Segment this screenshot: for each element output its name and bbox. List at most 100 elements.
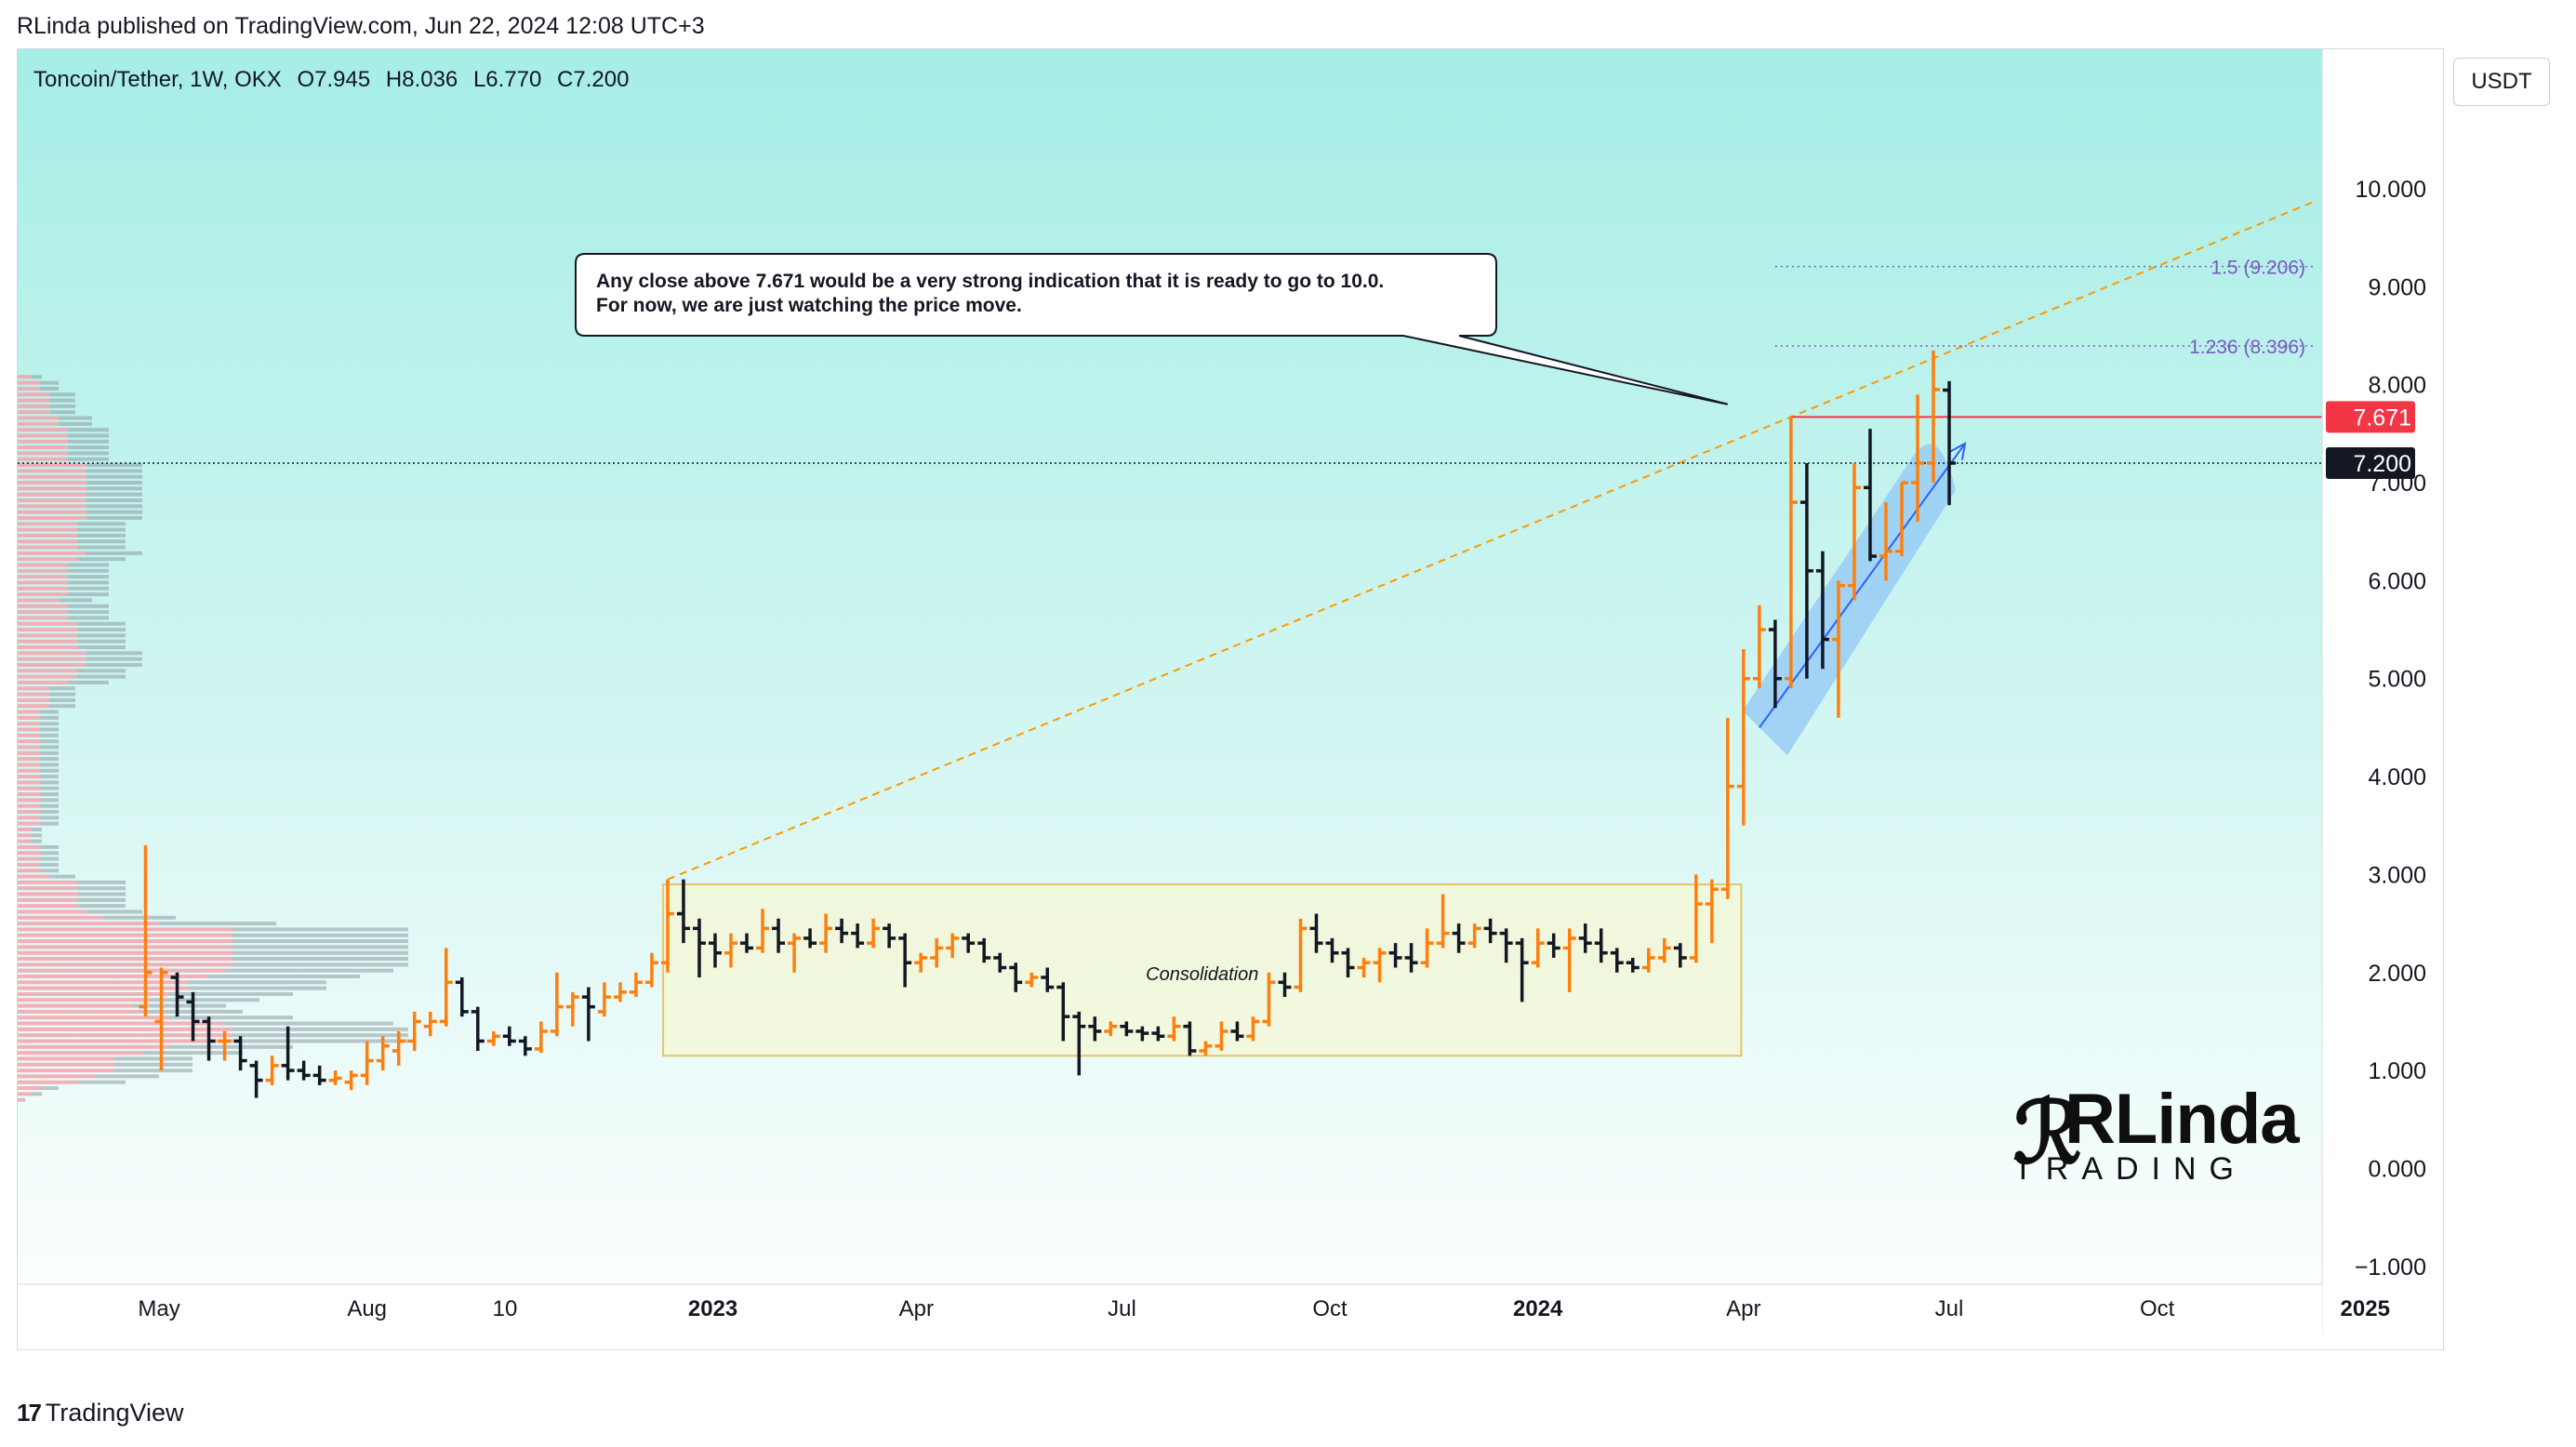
ohlc-bar xyxy=(898,933,912,988)
volume-profile-bar-down xyxy=(76,522,126,526)
volume-profile-bar-up xyxy=(18,551,86,555)
volume-profile-bar-down xyxy=(67,580,109,585)
price-tick-label: 2.000 xyxy=(2368,961,2426,987)
volume-profile-bar-down xyxy=(40,810,59,814)
volume-profile-bar-up xyxy=(18,628,77,632)
volume-profile-bar-up xyxy=(18,780,41,785)
ohlc-bar xyxy=(1831,580,1845,718)
volume-profile-bar-up xyxy=(18,1016,169,1020)
volume-profile-bar-up xyxy=(18,904,77,909)
volume-profile-bar-up xyxy=(18,862,41,867)
close-value: C7.200 xyxy=(557,67,630,92)
ohlc-bar xyxy=(1420,928,1434,968)
symbol-legend[interactable]: Toncoin/Tether, 1W, OKX O7.945 H8.036 L6… xyxy=(33,67,629,93)
ohlc-bar xyxy=(962,933,976,953)
volume-profile-bar-down xyxy=(224,1021,393,1026)
volume-profile-bar-down xyxy=(67,604,109,608)
time-axis[interactable]: May Aug 10 2023 Apr Jul Oct 2024 Apr Jul Oct 2025 xyxy=(18,1283,2390,1333)
open-value: O7.945 xyxy=(297,67,371,92)
volume-profile-bar-up xyxy=(18,386,41,391)
ohlc-bar xyxy=(1689,874,1703,963)
volume-profile-bar-down xyxy=(132,1003,226,1008)
volume-profile-bar-up xyxy=(18,657,86,661)
ohlc-bar xyxy=(439,948,453,1027)
volume-profile-bar-down xyxy=(49,692,75,697)
volume-profile-bar-up xyxy=(18,792,41,797)
volume-profile-bar-down xyxy=(86,504,142,509)
volume-profile-bar-up xyxy=(18,1009,142,1014)
volume-profile-bar-up xyxy=(18,803,41,808)
volume-profile-bar-down xyxy=(49,410,75,415)
volume-profile-bar-up xyxy=(18,833,32,838)
chart-pane[interactable]: Consolidation 1.5 (9.206) 1.236 (8.396) An… xyxy=(17,48,2444,1350)
volume-profile-bar-down xyxy=(113,1069,193,1073)
ohlc-bar xyxy=(1230,1021,1244,1042)
time-tick-label: 2023 xyxy=(688,1296,737,1321)
volume-profile-bar-down xyxy=(232,1027,408,1031)
volume-profile-bar-down xyxy=(40,856,59,861)
volume-profile-bar-up xyxy=(18,474,86,479)
volume-profile-bar-up xyxy=(18,839,32,843)
volume-profile-bar-down xyxy=(67,592,109,597)
volume-profile-bar-down xyxy=(76,527,126,532)
volume-profile-bar-down xyxy=(40,1086,59,1091)
volume-profile xyxy=(18,375,408,1102)
volume-profile-bar-down xyxy=(168,1016,293,1020)
volume-profile-bar-up xyxy=(18,892,77,896)
volume-profile-bar-down xyxy=(67,575,109,579)
ohlc-bar xyxy=(1736,649,1750,826)
volume-profile-bar-down xyxy=(95,1074,159,1079)
ohlc-bar xyxy=(660,879,674,973)
volume-profile-bar-down xyxy=(76,645,126,650)
ohlc-bar xyxy=(977,937,991,963)
volume-profile-bar-down xyxy=(40,750,59,755)
ohlc-bar xyxy=(550,972,564,1037)
volume-profile-bar-up xyxy=(18,592,68,597)
volume-profile-bar-up xyxy=(18,750,41,755)
volume-profile-bar-up xyxy=(18,1044,169,1049)
ohlc-bar xyxy=(1594,928,1608,963)
volume-profile-bar-down xyxy=(49,398,75,403)
brand-name: RLinda xyxy=(2065,1080,2300,1159)
volume-profile-bar-down xyxy=(76,669,126,673)
time-tick-label: Apr xyxy=(899,1296,934,1321)
volume-profile-bar-down xyxy=(40,763,59,767)
volume-profile-bar-up xyxy=(18,669,77,673)
volume-profile-bar-up xyxy=(18,869,41,873)
currency-button[interactable]: USDT xyxy=(2453,58,2550,106)
volume-profile-bar-down xyxy=(49,704,75,709)
ohlc-bar xyxy=(1531,928,1545,968)
ohlc-bar xyxy=(502,1026,516,1046)
volume-profile-bar-up xyxy=(18,880,77,884)
volume-profile-bar-up xyxy=(18,639,77,644)
tradingview-logo[interactable]: 17 TradingView xyxy=(17,1399,184,1427)
volume-profile-bar-up xyxy=(18,686,50,691)
volume-profile-bar-down xyxy=(76,621,126,626)
volume-profile-bar-up xyxy=(18,392,50,397)
ohlc-bar xyxy=(407,1011,421,1052)
ohlc-bar xyxy=(1641,948,1655,973)
volume-profile-bar-down xyxy=(31,833,42,838)
volume-profile-bar-down xyxy=(76,886,126,891)
ohlc-bar xyxy=(1768,619,1782,709)
ohlc-bar xyxy=(218,1030,232,1061)
volume-profile-bar-up xyxy=(18,598,59,603)
price-chart[interactable]: Consolidation 1.5 (9.206) 1.236 (8.396) An… xyxy=(18,49,2444,1350)
volume-profile-bar-down xyxy=(224,968,393,973)
volume-profile-bar-up xyxy=(18,492,86,497)
volume-profile-bar-down xyxy=(40,739,59,744)
volume-profile-bar-up xyxy=(18,821,41,826)
time-tick-label: Oct xyxy=(2140,1296,2175,1321)
price-axis[interactable]: 10.0009.0008.0007.0006.0005.0004.0003.00… xyxy=(2321,49,2443,1333)
uptrend-arrow-line xyxy=(1759,443,1966,728)
ohlc-bar xyxy=(708,933,722,968)
volume-profile-bar-up xyxy=(18,710,41,714)
brand-watermark: ℛ RLinda TRADING xyxy=(2013,1079,2300,1190)
price-tick-label: 0.000 xyxy=(2368,1156,2426,1182)
dashed-trendline xyxy=(667,199,2318,881)
volume-profile-bar-down xyxy=(86,481,142,485)
volume-profile-bar-down xyxy=(49,686,75,691)
volume-profile-bar-up xyxy=(18,416,59,420)
price-tick-label: 3.000 xyxy=(2368,862,2426,888)
ohlc-bar xyxy=(1215,1021,1228,1052)
